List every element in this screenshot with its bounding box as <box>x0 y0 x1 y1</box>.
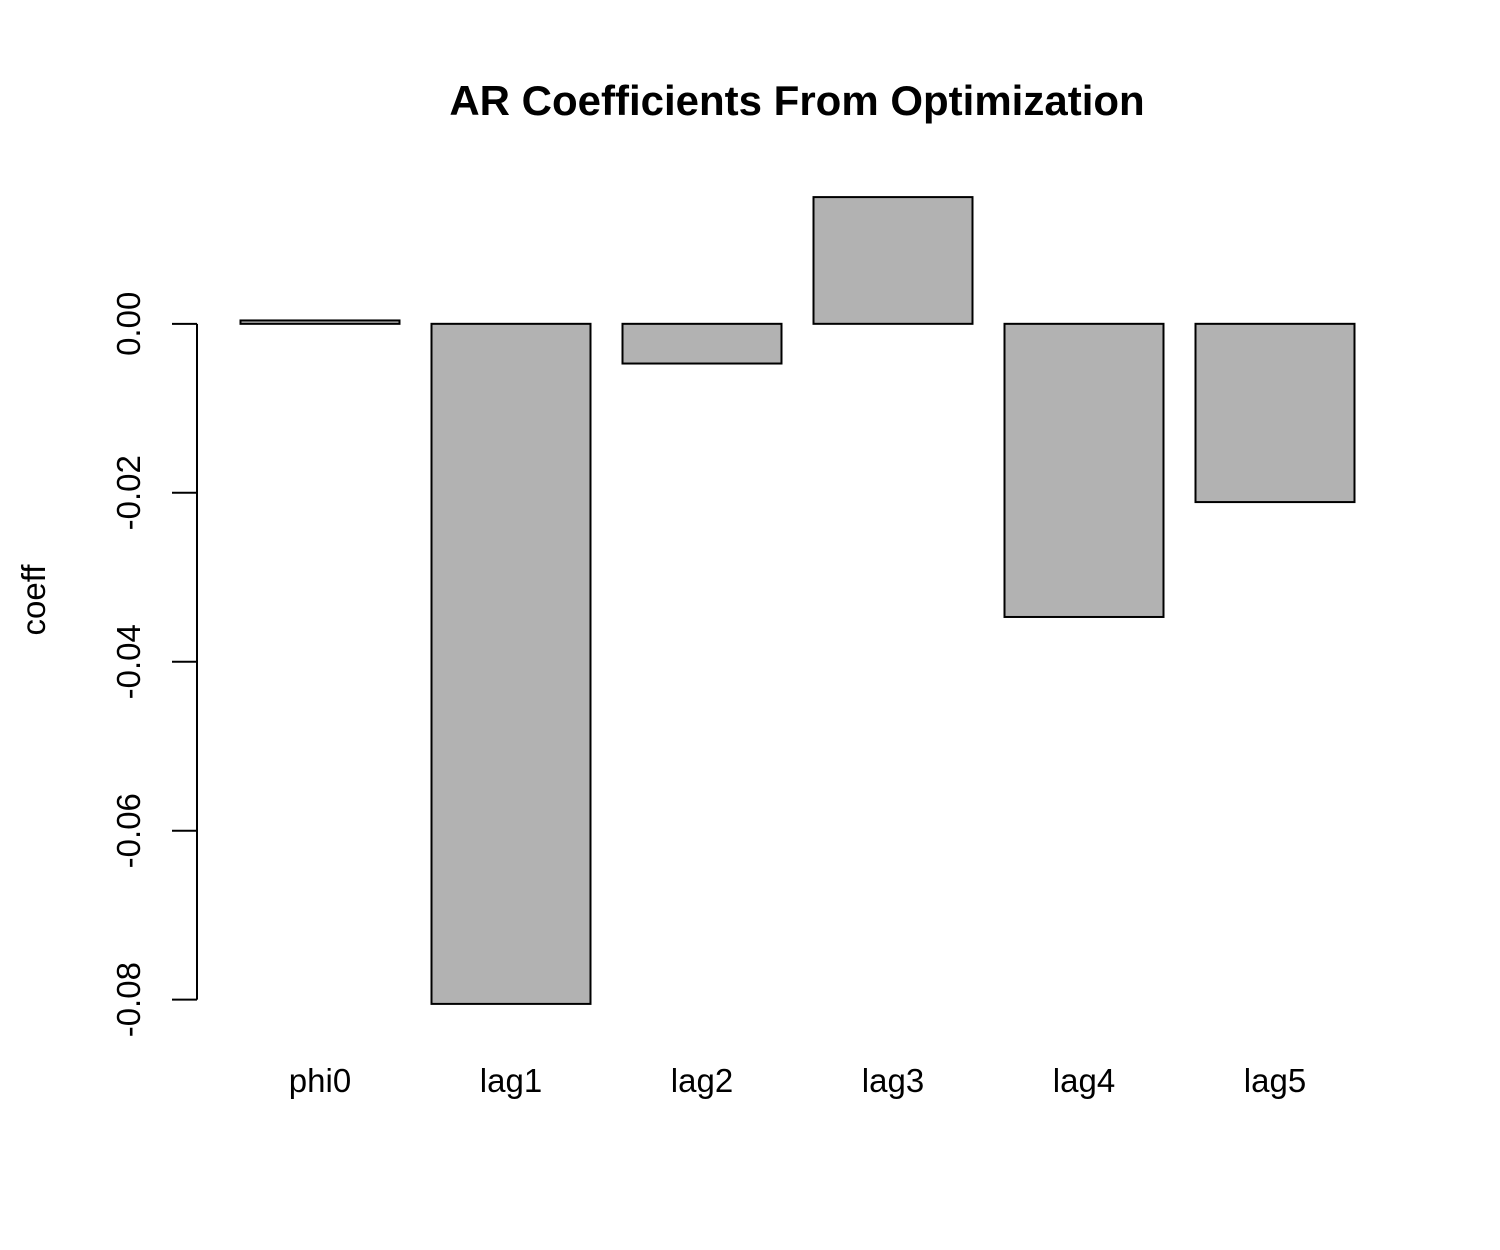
x-tick-label: lag4 <box>1053 1062 1115 1099</box>
bar <box>239 319 401 325</box>
x-tick-label: lag1 <box>480 1062 542 1099</box>
y-tick-label: -0.08 <box>110 962 147 1037</box>
y-tick-label: -0.04 <box>110 624 147 699</box>
bar <box>430 322 592 1005</box>
x-tick-label: phi0 <box>289 1062 351 1099</box>
chart-title: AR Coefficients From Optimization <box>449 77 1144 124</box>
y-tick-label: 0.00 <box>110 292 147 356</box>
x-tick-label: lag3 <box>862 1062 924 1099</box>
x-tick-label: lag5 <box>1244 1062 1306 1099</box>
y-tick-label: -0.02 <box>110 455 147 530</box>
y-axis-label: coeff <box>15 564 52 636</box>
bar <box>1003 322 1165 618</box>
bar <box>812 196 974 325</box>
x-tick-label: lag2 <box>671 1062 733 1099</box>
y-tick-label: -0.06 <box>110 793 147 868</box>
bar <box>1194 322 1356 504</box>
bar <box>621 322 783 365</box>
